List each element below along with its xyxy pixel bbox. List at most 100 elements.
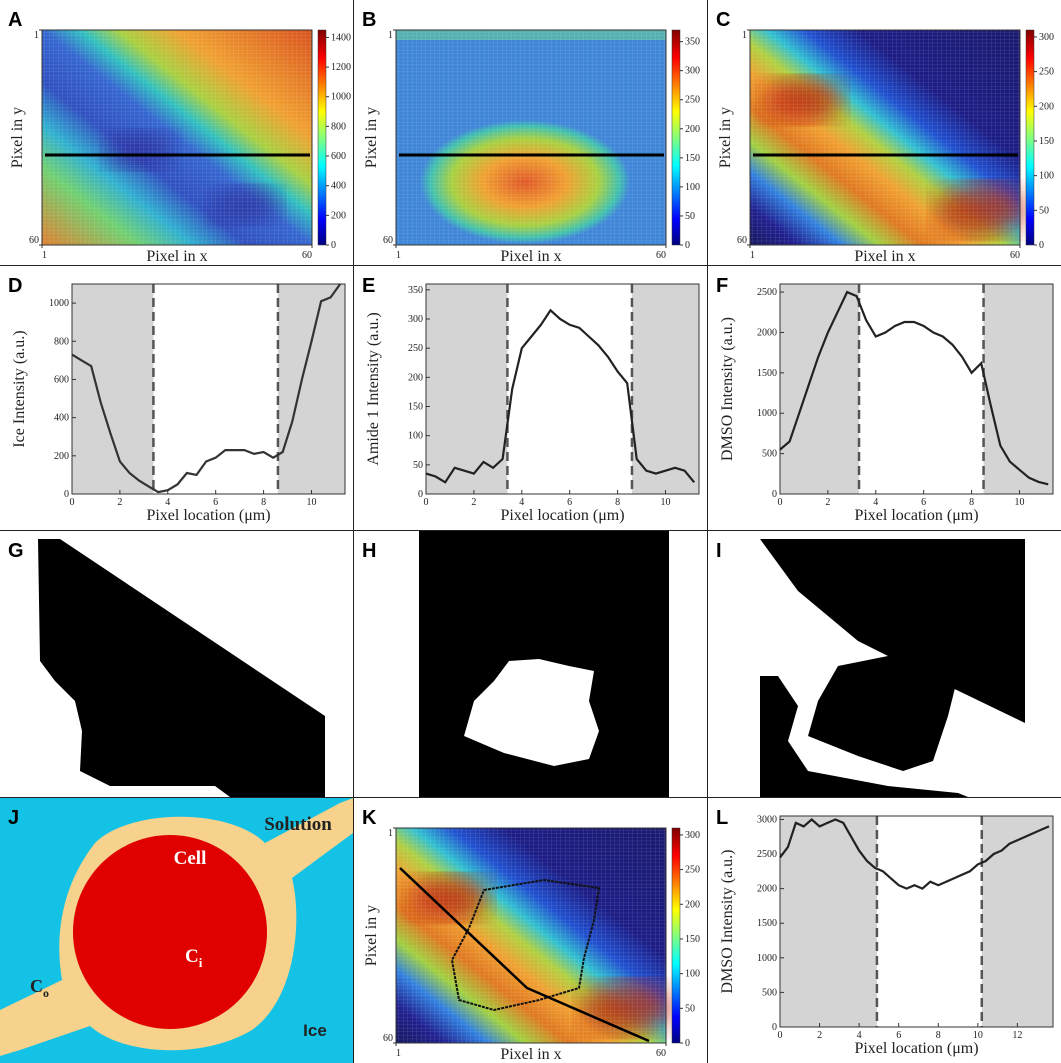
line-series	[425, 308, 696, 484]
y-tick-label: 500	[762, 987, 777, 998]
x-tick-label: 6	[896, 1030, 901, 1041]
y-tick-label: 0	[64, 489, 69, 500]
colorbar-tick-label: 300	[685, 830, 700, 841]
x-tick-label: 6	[213, 497, 218, 508]
colorbar-tick-label: 0	[685, 1038, 690, 1049]
x-tick-label: 60	[1010, 250, 1020, 261]
x-tick-label: 60	[656, 1048, 666, 1059]
colorbar-tick-label: 100	[685, 969, 700, 980]
x-tick-label: 6	[921, 497, 926, 508]
x-tick-label: 4	[165, 497, 170, 508]
x-tick-label: 1	[750, 250, 755, 261]
plot-frame	[395, 29, 667, 246]
colorbar-tick-label: 50	[1039, 205, 1049, 216]
x-tick-label: 8	[969, 497, 974, 508]
y-tick-label: 50	[413, 460, 423, 471]
label-sub: i	[199, 955, 203, 970]
panel-label: C	[716, 9, 730, 31]
panel-label: F	[716, 275, 728, 297]
x-axis-label: Pixel location (μm)	[146, 507, 270, 524]
x-tick-label: 1	[396, 1048, 401, 1059]
panel-label: I	[716, 540, 722, 562]
plot-frame	[749, 29, 1021, 246]
x-axis-label: Pixel in x	[500, 1046, 561, 1063]
panel: G	[0, 531, 353, 797]
panel: 0 2 4 6 8 10 0 200 400 600 800 1000 Pixel location (…	[0, 266, 353, 530]
x-axis-label: Pixel in x	[854, 248, 915, 265]
y-tick-label: 60	[383, 1033, 393, 1044]
y-tick-label: 2500	[757, 287, 777, 298]
y-tick-label: 3000	[757, 814, 777, 825]
colorbar-tick-label: 300	[685, 66, 700, 77]
colorbar-tick-label: 100	[1039, 171, 1054, 182]
panel: I	[708, 531, 1061, 797]
y-tick-label: 2500	[757, 849, 777, 860]
y-axis-label: Pixel in y	[363, 107, 380, 168]
x-tick-label: 4	[857, 1030, 862, 1041]
label: Solution	[264, 814, 332, 835]
y-axis-label: Pixel in y	[9, 107, 26, 168]
y-tick-label: 1000	[757, 953, 777, 964]
colorbar-tick-label: 200	[331, 210, 346, 221]
colorbar-tick-label: 50	[685, 1003, 695, 1014]
y-tick-label: 60	[29, 235, 39, 246]
x-tick-label: 2	[825, 497, 830, 508]
colorbar-tick-label: 150	[1039, 136, 1054, 147]
x-tick-label: 0	[70, 497, 75, 508]
panel-label: E	[362, 275, 375, 297]
x-axis-label: Pixel location (μm)	[500, 507, 624, 524]
y-tick-label: 60	[383, 235, 393, 246]
shaded-region	[631, 284, 699, 494]
line-series	[779, 818, 1050, 890]
x-tick-label: 2	[817, 1030, 822, 1041]
y-tick-label: 1500	[757, 918, 777, 929]
y-tick-label: 0	[772, 489, 777, 500]
y-tick-label: 500	[762, 449, 777, 460]
label: Ice	[303, 1021, 327, 1040]
x-axis-label: Pixel in x	[500, 248, 561, 265]
y-tick-label: 2000	[757, 884, 777, 895]
panel: 0 2 4 6 8 10 12 0 500 1000 1500 2000 2500 3000 Pixel l…	[708, 798, 1061, 1063]
panel: H	[354, 531, 707, 797]
y-tick-label: 600	[54, 374, 69, 385]
colorbar-tick-label: 150	[685, 934, 700, 945]
colorbar-tick-label: 400	[331, 181, 346, 192]
x-tick-label: 2	[471, 497, 476, 508]
mask-region	[464, 659, 599, 766]
colorbar-tick-label: 1400	[331, 32, 351, 43]
y-axis-label: DMSO Intensity (a.u.)	[719, 850, 736, 994]
y-axis-label: DMSO Intensity (a.u.)	[719, 317, 736, 461]
shaded-region	[983, 284, 1053, 494]
label: Co	[30, 976, 49, 1000]
x-tick-label: 6	[567, 497, 572, 508]
x-tick-label: 2	[117, 497, 122, 508]
heatmap-image	[396, 30, 666, 245]
x-tick-label: 10	[973, 1030, 983, 1041]
colorbar-tick-label: 250	[1039, 67, 1054, 78]
x-tick-label: 1	[396, 250, 401, 261]
heatmap-image	[750, 30, 1025, 245]
panel-label: H	[362, 540, 376, 562]
colorbar-tick-label: 600	[331, 151, 346, 162]
y-axis-label: Ice Intensity (a.u.)	[11, 330, 28, 447]
plot-frame	[779, 815, 1054, 1028]
panel-label: A	[8, 9, 22, 31]
colorbar	[671, 29, 681, 246]
y-tick-label: 350	[408, 285, 423, 296]
x-tick-label: 8	[615, 497, 620, 508]
plot-frame	[71, 283, 346, 495]
x-tick-label: 10	[1014, 497, 1024, 508]
colorbar-tick-label: 100	[685, 182, 700, 193]
colorbar	[1025, 29, 1035, 246]
plot-frame	[425, 283, 700, 495]
x-axis-label: Pixel location (μm)	[854, 1040, 978, 1057]
y-tick-label: 0	[772, 1022, 777, 1033]
shaded-region	[426, 284, 508, 494]
x-axis-label: Pixel location (μm)	[854, 507, 978, 524]
x-tick-label: 12	[1012, 1030, 1022, 1041]
panel-label: L	[716, 807, 728, 829]
colorbar-tick-label: 200	[685, 899, 700, 910]
y-tick-label: 150	[408, 402, 423, 413]
